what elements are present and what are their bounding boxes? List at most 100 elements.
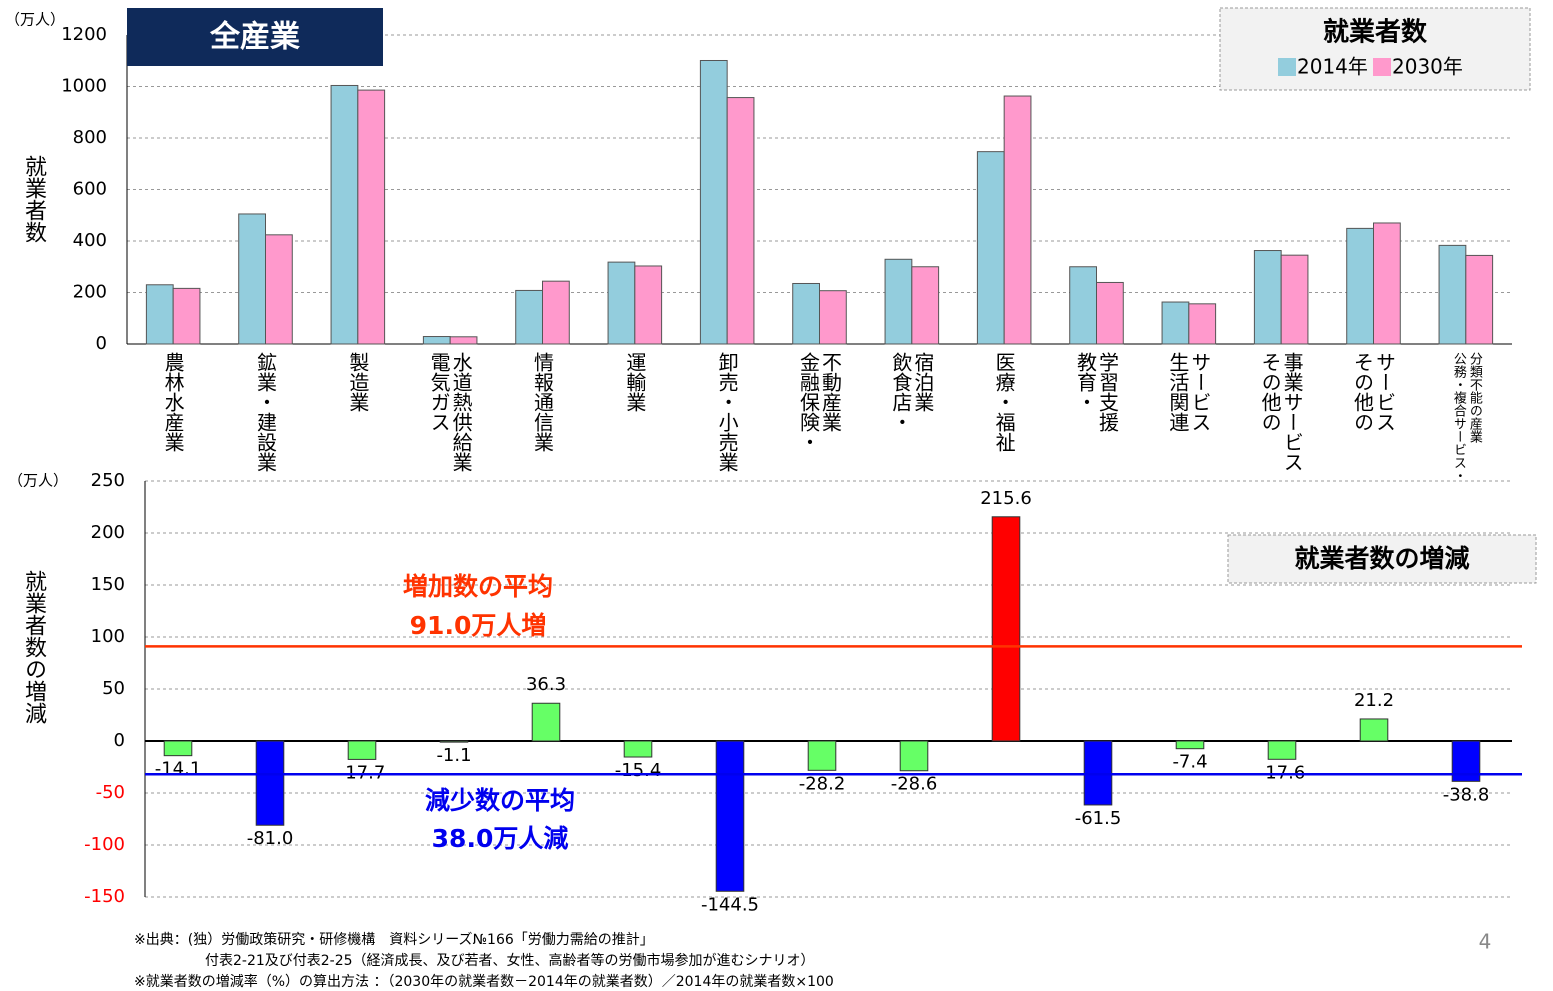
page-number: 4 xyxy=(1479,930,1492,954)
bar xyxy=(807,740,837,771)
bar xyxy=(1465,254,1494,345)
bar xyxy=(991,516,1021,742)
bar xyxy=(911,266,940,345)
y-tick-label: 800 xyxy=(73,127,107,148)
bar xyxy=(1083,740,1113,806)
bar xyxy=(1069,266,1098,345)
legend-label: 2014年 xyxy=(1297,55,1368,79)
bar xyxy=(1161,301,1190,345)
value-label: -28.2 xyxy=(799,773,846,794)
bar xyxy=(1438,244,1467,345)
bar xyxy=(607,261,636,345)
value-label: -144.5 xyxy=(701,894,759,915)
bar xyxy=(699,59,728,345)
bar xyxy=(422,336,451,345)
reference-label: 減少数の平均 xyxy=(425,786,575,815)
footnote: ※就業者数の増減率（%）の算出方法 ：（2030年の就業者数－2014年の就業者… xyxy=(134,973,834,990)
category-label: サービス 生活関連 xyxy=(1165,352,1212,432)
legend-swatch xyxy=(1278,58,1296,76)
value-label: -7.4 xyxy=(1172,752,1207,773)
value-label: -81.0 xyxy=(247,828,294,849)
title-box xyxy=(127,8,383,66)
bar xyxy=(819,290,847,345)
bar xyxy=(792,282,820,345)
y-unit: （万人） xyxy=(8,472,68,490)
bar xyxy=(899,740,929,772)
bar xyxy=(172,287,201,345)
chart-title: 全産業 xyxy=(209,20,300,55)
category-label: 事業サービス その他の xyxy=(1258,352,1305,472)
category-label: 分類不能の産業 公務・複合サービス・ xyxy=(1450,352,1482,482)
y-tick-label: 0 xyxy=(96,333,107,354)
category-label: 卸売・小売業 xyxy=(715,352,740,472)
bar xyxy=(634,265,663,345)
bar xyxy=(357,89,386,345)
y-tick-label: 1000 xyxy=(61,76,107,97)
legend-title: 就業者数 xyxy=(1323,18,1428,48)
category-label: 学習支援 教育・ xyxy=(1073,352,1120,432)
y-tick-label: 200 xyxy=(73,282,107,303)
value-label: -15.4 xyxy=(615,760,662,781)
category-label: 不動産業 金融保険・ xyxy=(796,352,843,452)
category-label: 情報通信業 xyxy=(530,352,555,452)
category-label: 製造業 xyxy=(345,352,370,412)
bar xyxy=(1280,254,1309,345)
category-label: 運輸業 xyxy=(622,352,647,412)
reference-label: 91.0万人増 xyxy=(410,611,547,640)
bar xyxy=(1346,227,1375,345)
bar xyxy=(884,258,913,345)
chart-title: 就業者数の増減 xyxy=(1294,544,1469,573)
bar xyxy=(1359,718,1389,742)
legend-swatch xyxy=(1373,58,1391,76)
bar xyxy=(726,97,755,345)
value-label: -17.6 xyxy=(1259,762,1306,783)
value-label: 36.3 xyxy=(526,674,566,695)
title-box xyxy=(1227,534,1537,584)
legend-label: 2030年 xyxy=(1392,55,1463,79)
category-label: サービス その他の xyxy=(1350,352,1397,432)
bar xyxy=(1253,250,1282,345)
reference-label: 増加数の平均 xyxy=(403,572,553,601)
value-label: -38.8 xyxy=(1443,784,1490,805)
bar xyxy=(330,84,359,345)
legend-box xyxy=(1219,7,1531,91)
bar xyxy=(1175,740,1205,750)
y-tick-label: 0 xyxy=(114,730,125,751)
bar xyxy=(265,234,293,345)
y-tick-label: -150 xyxy=(84,886,125,907)
footnote: 付表2-21及び付表2-25（経済成長、及び若者、女性、高齢者等の労働市場参加が… xyxy=(205,952,815,969)
y-tick-label: 400 xyxy=(73,230,107,251)
bar xyxy=(347,740,377,760)
y-unit: （万人） xyxy=(5,11,65,29)
y-tick-label: 1200 xyxy=(61,24,107,45)
bar xyxy=(515,289,543,345)
y-tick-label: 250 xyxy=(91,470,125,491)
bar xyxy=(1267,740,1297,760)
bar xyxy=(531,702,561,742)
category-label: 水道熱供給業 電気ガス xyxy=(427,352,474,472)
bar xyxy=(238,213,266,345)
bar xyxy=(1188,303,1217,345)
reference-label: 38.0万人減 xyxy=(432,824,569,853)
value-label: -17.7 xyxy=(339,762,386,783)
value-label: -14.1 xyxy=(155,759,202,780)
category-label: 農林水産業 xyxy=(161,352,186,452)
y-tick-label: -50 xyxy=(96,782,125,803)
bar xyxy=(449,336,478,345)
y-tick-label: 100 xyxy=(91,626,125,647)
bar xyxy=(439,740,469,743)
value-label: -61.5 xyxy=(1075,808,1122,829)
y-tick-label: 50 xyxy=(102,678,125,699)
bar xyxy=(1096,281,1124,345)
bar xyxy=(163,740,193,757)
bar xyxy=(715,740,745,892)
footnote: ※出典：(独）労働政策研究・研修機構 資料シリーズ№166「労働力需給の推計」 xyxy=(134,931,654,948)
value-label: 21.2 xyxy=(1354,690,1394,711)
value-label: 215.6 xyxy=(980,488,1032,509)
bar xyxy=(1003,95,1032,345)
bar xyxy=(145,284,174,345)
category-label: 宿泊業 飲食店・ xyxy=(888,352,935,432)
y-axis-label: 就業者数の増減 xyxy=(21,570,46,724)
